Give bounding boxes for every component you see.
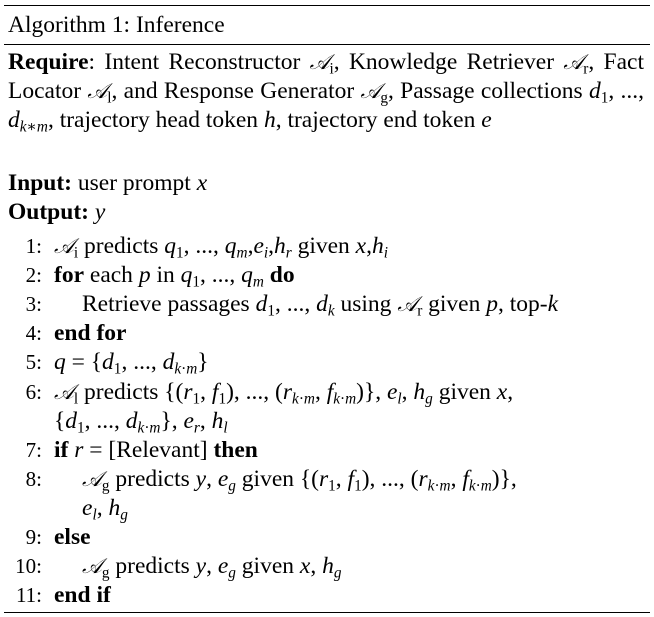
line-number: 8: [25,467,42,491]
algorithm-box: Algorithm 1: Inference Require: Intent R… [4,5,650,613]
input-line: Input: user prompt x [8,170,208,196]
line-number: 3: [25,292,42,316]
input-label: Input: [8,170,73,196]
line-number: 7: [25,438,42,462]
output-label: Output: [8,199,89,225]
line-number: 2: [25,263,42,287]
line-number: 5: [25,350,42,374]
output-line: Output: y [8,198,644,227]
require-label: Require [8,49,89,75]
line-number: 1: [25,234,42,258]
line-number: 4: [25,321,42,345]
line-number: 6: [25,380,42,404]
line-number: 11: [15,583,42,607]
require-block: Require: Intent Reconstructor 𝒜i, Knowle… [8,49,644,136]
output-value: y [94,199,106,225]
line-number: 9: [25,525,42,549]
algorithm-title: Algorithm 1: Inference [8,12,225,38]
line-number: 10: [15,554,42,578]
title-rule [4,44,650,45]
